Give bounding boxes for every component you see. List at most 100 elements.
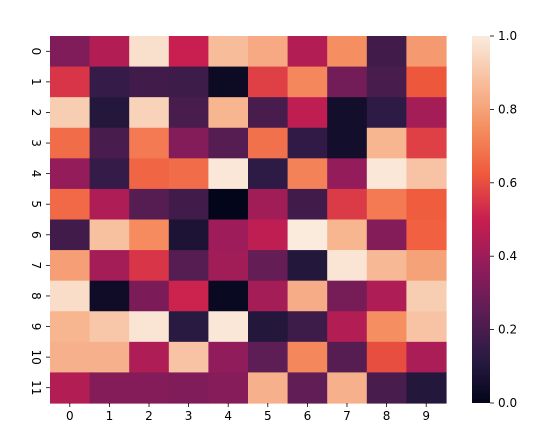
heatmap-cell [50, 250, 91, 282]
heatmap-cell [248, 158, 289, 190]
colorbar-ticks: 0.0 0.2 0.4 0.6 0.8 1.0 [490, 29, 517, 410]
x-tick-label: 1 [106, 409, 114, 423]
heatmap-cell [366, 66, 407, 98]
heatmap-cell [366, 158, 407, 190]
x-tick-label: 6 [304, 409, 312, 423]
heatmap-cell [327, 97, 368, 129]
heatmap-cell [89, 97, 130, 129]
heatmap-cell [129, 250, 170, 282]
heatmap-cell [287, 66, 328, 98]
y-tick-label: 4 [29, 170, 43, 178]
colorbar-tick-label: 0.2 [498, 323, 517, 337]
heatmap-cell [89, 280, 130, 312]
y-axis: 0 1 2 3 4 5 6 7 8 9 10 11 [29, 47, 50, 395]
heatmap-cell [327, 372, 368, 404]
heatmap-cell [168, 188, 209, 221]
heatmap-cell [208, 36, 249, 68]
heatmap-cell [129, 66, 170, 98]
heatmap-cell [168, 250, 209, 282]
heatmap-cell [50, 372, 91, 404]
heatmap-cell [287, 158, 328, 190]
x-tick-label: 5 [264, 409, 272, 423]
heatmap-cell [366, 219, 407, 251]
heatmap-cell [366, 250, 407, 282]
heatmap-cell [406, 66, 447, 98]
heatmap-cell [327, 311, 368, 343]
heatmap-cell [287, 341, 328, 374]
heatmap-cell [287, 372, 328, 404]
heatmap-cell [89, 127, 130, 159]
heatmap-cell [327, 219, 368, 251]
heatmap-cell [50, 66, 91, 98]
heatmap-cell [168, 127, 209, 159]
y-tick-label: 10 [29, 349, 43, 364]
heatmap-cell [327, 188, 368, 221]
heatmap-cell [89, 372, 130, 404]
heatmap-cell [366, 97, 407, 129]
x-tick-label: 7 [343, 409, 351, 423]
heatmap-cell [168, 280, 209, 312]
colorbar-tick-label: 0.8 [498, 102, 517, 116]
heatmap-cell [406, 188, 447, 221]
heatmap-cell [248, 250, 289, 282]
x-tick-label: 3 [185, 409, 193, 423]
y-tick-label: 2 [29, 109, 43, 117]
heatmap-cell [327, 36, 368, 68]
heatmap-cell [168, 341, 209, 374]
heatmap-cell [89, 158, 130, 190]
colorbar-tick-label: 0.0 [498, 396, 517, 410]
y-tick-label: 5 [29, 200, 43, 208]
heatmap-cells [50, 36, 447, 404]
x-axis: 0 1 2 3 4 5 6 7 8 9 [66, 403, 430, 423]
heatmap-cell [50, 219, 91, 251]
heatmap-cell [366, 188, 407, 221]
heatmap-cell [248, 341, 289, 374]
heatmap-cell [50, 127, 91, 159]
heatmap-cell [208, 250, 249, 282]
heatmap-cell [208, 372, 249, 404]
heatmap-cell [406, 280, 447, 312]
heatmap-cell [129, 36, 170, 68]
heatmap-cell [406, 158, 447, 190]
heatmap-cell [366, 127, 407, 159]
heatmap-cell [406, 311, 447, 343]
heatmap-cell [208, 188, 249, 221]
heatmap-cell [129, 341, 170, 374]
heatmap-cell [248, 280, 289, 312]
y-tick-label: 1 [29, 78, 43, 86]
heatmap-cell [168, 66, 209, 98]
heatmap-cell [129, 158, 170, 190]
heatmap-cell [248, 66, 289, 98]
heatmap-cell [406, 372, 447, 404]
heatmap-cell [89, 311, 130, 343]
heatmap-cell [208, 97, 249, 129]
heatmap-cell [327, 158, 368, 190]
heatmap-cell [366, 372, 407, 404]
heatmap-cell [287, 97, 328, 129]
heatmap-cell [168, 36, 209, 68]
colorbar-tick-label: 0.4 [498, 249, 517, 263]
heatmap-cell [208, 66, 249, 98]
heatmap-cell [129, 372, 170, 404]
heatmap-cell [327, 280, 368, 312]
heatmap-cell [129, 97, 170, 129]
heatmap-cell [287, 188, 328, 221]
heatmap-cell [50, 280, 91, 312]
heatmap-cell [89, 219, 130, 251]
x-tick-label: 8 [383, 409, 391, 423]
heatmap-cell [248, 36, 289, 68]
heatmap-cell [129, 280, 170, 312]
heatmap-cell [50, 97, 91, 129]
heatmap-cell [129, 127, 170, 159]
heatmap-cell [327, 127, 368, 159]
heatmap-cell [208, 127, 249, 159]
heatmap-cell [89, 188, 130, 221]
heatmap-cell [287, 311, 328, 343]
heatmap-cell [50, 341, 91, 374]
heatmap-cell [50, 36, 91, 68]
heatmap-cell [327, 250, 368, 282]
heatmap-cell [248, 311, 289, 343]
heatmap-cell [208, 341, 249, 374]
